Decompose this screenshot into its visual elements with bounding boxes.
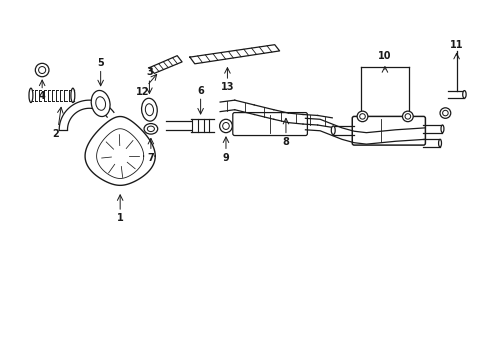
Text: 10: 10 xyxy=(377,51,391,61)
Ellipse shape xyxy=(145,104,153,116)
Ellipse shape xyxy=(438,139,441,147)
Text: 2: 2 xyxy=(52,129,59,139)
FancyBboxPatch shape xyxy=(351,116,425,145)
Ellipse shape xyxy=(35,63,49,77)
Ellipse shape xyxy=(144,123,158,134)
Text: 6: 6 xyxy=(197,86,203,96)
Ellipse shape xyxy=(96,97,105,110)
Ellipse shape xyxy=(356,111,367,122)
Text: 11: 11 xyxy=(449,40,463,50)
Text: 7: 7 xyxy=(147,153,154,162)
Text: 3: 3 xyxy=(146,67,152,77)
Ellipse shape xyxy=(442,110,447,116)
Ellipse shape xyxy=(222,122,229,130)
Ellipse shape xyxy=(219,119,232,133)
Polygon shape xyxy=(189,45,279,64)
Ellipse shape xyxy=(142,98,157,121)
Ellipse shape xyxy=(39,67,45,73)
Polygon shape xyxy=(149,56,182,73)
Ellipse shape xyxy=(71,88,75,103)
FancyBboxPatch shape xyxy=(232,113,307,135)
Text: 13: 13 xyxy=(220,82,234,92)
Ellipse shape xyxy=(440,125,443,133)
Text: 4: 4 xyxy=(39,91,45,101)
Text: 1: 1 xyxy=(117,213,123,223)
Ellipse shape xyxy=(404,114,410,119)
Text: 5: 5 xyxy=(97,58,104,68)
Ellipse shape xyxy=(402,111,412,122)
Ellipse shape xyxy=(147,126,154,131)
Text: 8: 8 xyxy=(282,137,289,147)
Ellipse shape xyxy=(330,126,334,135)
Text: 9: 9 xyxy=(222,153,229,162)
Text: 12: 12 xyxy=(136,86,149,96)
Polygon shape xyxy=(85,117,155,185)
Ellipse shape xyxy=(359,114,365,119)
Ellipse shape xyxy=(91,90,110,117)
Ellipse shape xyxy=(29,88,33,103)
Ellipse shape xyxy=(439,108,450,118)
Ellipse shape xyxy=(462,91,465,98)
